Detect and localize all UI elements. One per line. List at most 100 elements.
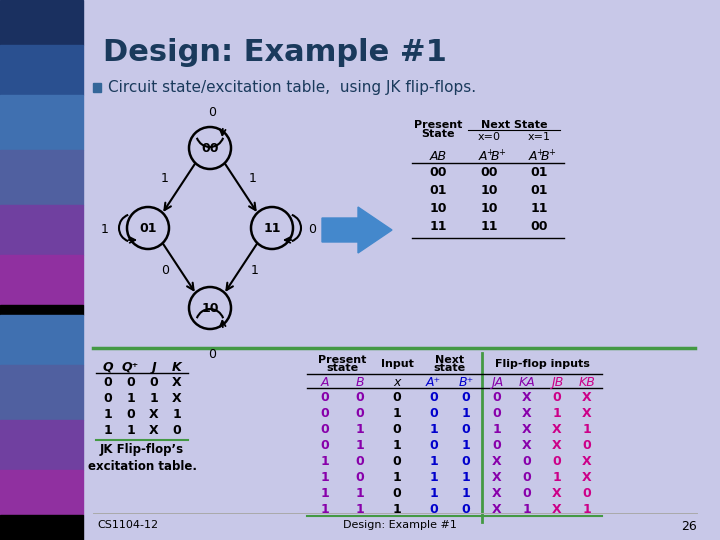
Text: B: B xyxy=(355,376,364,389)
Text: 0: 0 xyxy=(355,455,364,468)
Text: K: K xyxy=(171,361,181,374)
Text: CS1104-12: CS1104-12 xyxy=(97,520,158,530)
Text: JA: JA xyxy=(491,376,503,389)
Text: 1: 1 xyxy=(355,423,364,436)
Text: State: State xyxy=(421,129,455,139)
Text: 0: 0 xyxy=(126,408,135,421)
Text: 1: 1 xyxy=(429,487,438,500)
Text: 1: 1 xyxy=(320,503,329,516)
Bar xyxy=(0,365,83,420)
Bar xyxy=(0,255,83,305)
Text: 11: 11 xyxy=(264,222,281,235)
Text: 10: 10 xyxy=(480,184,498,197)
Text: 1: 1 xyxy=(101,223,109,236)
Text: 11: 11 xyxy=(530,202,548,215)
Text: A: A xyxy=(479,150,487,163)
Text: Q⁺: Q⁺ xyxy=(122,361,139,374)
Text: 1: 1 xyxy=(392,471,401,484)
Text: 00: 00 xyxy=(530,220,548,233)
Polygon shape xyxy=(322,207,392,253)
Text: 0: 0 xyxy=(392,487,401,500)
Text: X: X xyxy=(552,423,562,436)
Text: 10: 10 xyxy=(429,202,446,215)
Text: 1: 1 xyxy=(462,487,470,500)
Text: 0: 0 xyxy=(149,376,158,389)
Text: 0: 0 xyxy=(103,392,112,405)
Text: 10: 10 xyxy=(202,302,219,315)
Text: 1: 1 xyxy=(582,423,591,436)
Text: state: state xyxy=(326,363,358,373)
Text: A: A xyxy=(320,376,329,389)
Text: +: + xyxy=(498,148,505,157)
Text: 0: 0 xyxy=(103,376,112,389)
Text: 00: 00 xyxy=(429,166,446,179)
Text: 0: 0 xyxy=(320,439,329,452)
Bar xyxy=(0,420,83,470)
Text: 0: 0 xyxy=(462,503,470,516)
Text: 1: 1 xyxy=(355,487,364,500)
Text: 0: 0 xyxy=(392,391,401,404)
Text: Next: Next xyxy=(435,355,464,365)
Text: AB: AB xyxy=(429,150,446,163)
Text: 0: 0 xyxy=(523,487,531,500)
Bar xyxy=(0,305,83,315)
Text: state: state xyxy=(433,363,466,373)
Text: Present: Present xyxy=(414,120,462,130)
Text: 1: 1 xyxy=(251,264,259,277)
Text: 1: 1 xyxy=(392,503,401,516)
Text: X: X xyxy=(552,487,562,500)
Text: 0: 0 xyxy=(462,423,470,436)
Text: Circuit state/excitation table,  using JK flip-flops.: Circuit state/excitation table, using JK… xyxy=(108,80,476,95)
Text: 1: 1 xyxy=(249,172,257,185)
Text: 0: 0 xyxy=(553,455,562,468)
Text: Design: Example #1: Design: Example #1 xyxy=(103,38,447,67)
Text: X: X xyxy=(171,376,181,389)
Text: 0: 0 xyxy=(492,391,501,404)
Text: 0: 0 xyxy=(355,391,364,404)
Text: 1: 1 xyxy=(320,487,329,500)
Text: 01: 01 xyxy=(429,184,446,197)
Text: 1: 1 xyxy=(582,503,591,516)
Text: 0: 0 xyxy=(320,407,329,420)
Text: 0: 0 xyxy=(161,264,169,277)
Text: A⁺: A⁺ xyxy=(426,376,441,389)
Text: 0: 0 xyxy=(126,376,135,389)
Text: 1: 1 xyxy=(126,392,135,405)
Text: 0: 0 xyxy=(392,423,401,436)
Text: X: X xyxy=(522,439,532,452)
Text: Input: Input xyxy=(381,359,413,369)
Text: 0: 0 xyxy=(492,407,501,420)
Text: X: X xyxy=(582,471,592,484)
Text: 10: 10 xyxy=(480,202,498,215)
Text: 01: 01 xyxy=(139,222,157,235)
Bar xyxy=(0,45,83,95)
Text: 1: 1 xyxy=(553,407,562,420)
Text: 26: 26 xyxy=(681,520,697,533)
Text: X: X xyxy=(552,439,562,452)
Bar xyxy=(0,470,83,515)
Text: 1: 1 xyxy=(126,424,135,437)
Text: X: X xyxy=(492,503,502,516)
Text: 01: 01 xyxy=(530,184,548,197)
Text: 1: 1 xyxy=(392,439,401,452)
Bar xyxy=(0,95,83,150)
Text: X: X xyxy=(522,391,532,404)
Text: 0: 0 xyxy=(429,439,438,452)
Text: 0: 0 xyxy=(429,503,438,516)
Text: Q: Q xyxy=(102,361,113,374)
Text: X: X xyxy=(492,455,502,468)
Text: X: X xyxy=(582,407,592,420)
Text: 00: 00 xyxy=(480,166,498,179)
Text: 1: 1 xyxy=(320,455,329,468)
Text: Present: Present xyxy=(318,355,366,365)
Text: +: + xyxy=(486,148,493,157)
Text: X: X xyxy=(149,424,158,437)
Text: 0: 0 xyxy=(582,487,591,500)
Text: x=0: x=0 xyxy=(477,132,500,142)
Bar xyxy=(0,205,83,255)
Text: 1: 1 xyxy=(172,408,181,421)
Text: 0: 0 xyxy=(392,455,401,468)
Bar xyxy=(0,0,83,45)
Text: 1: 1 xyxy=(355,503,364,516)
Text: 0: 0 xyxy=(172,424,181,437)
